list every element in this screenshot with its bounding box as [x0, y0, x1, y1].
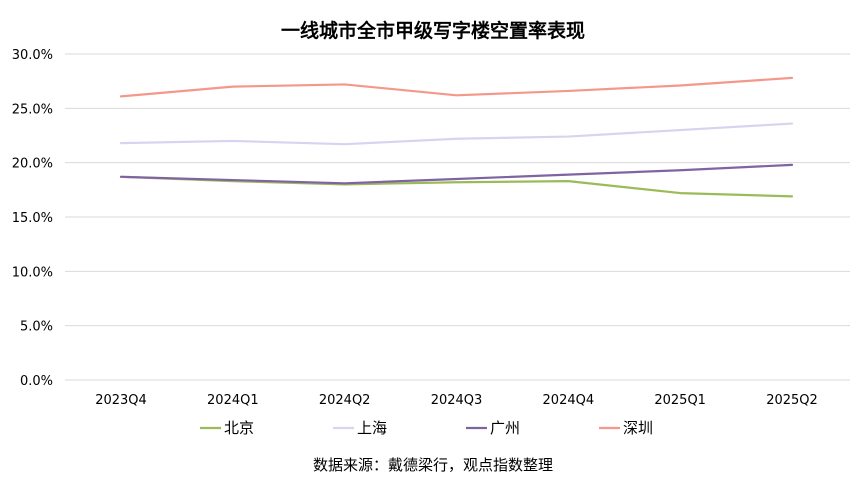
y-tick-label: 20.0% [12, 157, 53, 172]
y-tick-label: 5.0% [20, 320, 53, 335]
legend: 北京 上海 广州 深圳 [200, 419, 653, 437]
y-axis-ticks: 0.0% 5.0% 10.0% 15.0% 20.0% 25.0% 30.0% [12, 48, 53, 389]
x-tick-label: 2024Q3 [431, 393, 483, 408]
chart-title: 一线城市全市甲级写字楼空置率表现 [281, 19, 585, 42]
y-tick-label: 0.0% [20, 374, 53, 389]
y-tick-label: 15.0% [12, 211, 53, 226]
x-tick-label: 2023Q4 [95, 393, 147, 408]
series-line-2 [119, 163, 794, 185]
x-tick-label: 2024Q1 [207, 393, 259, 408]
series-line-3 [119, 76, 794, 98]
legend-label: 深圳 [623, 419, 653, 437]
series-lines [119, 76, 794, 198]
x-tick-label: 2025Q2 [766, 393, 818, 408]
legend-label: 北京 [224, 419, 254, 437]
series-line-1 [119, 122, 794, 146]
y-tick-label: 30.0% [12, 48, 53, 63]
x-tick-label: 2024Q4 [543, 393, 595, 408]
source-note: 数据来源：戴德梁行，观点指数整理 [313, 456, 553, 474]
x-tick-label: 2025Q1 [654, 393, 706, 408]
x-tick-label: 2024Q2 [319, 393, 371, 408]
y-tick-label: 10.0% [12, 265, 53, 280]
legend-label: 上海 [357, 419, 387, 437]
y-tick-label: 25.0% [12, 102, 53, 117]
legend-label: 广州 [490, 419, 520, 437]
gridlines [65, 53, 850, 381]
x-axis-ticks: 2023Q4 2024Q1 2024Q2 2024Q3 2024Q4 2025Q1 2025… [95, 393, 818, 408]
